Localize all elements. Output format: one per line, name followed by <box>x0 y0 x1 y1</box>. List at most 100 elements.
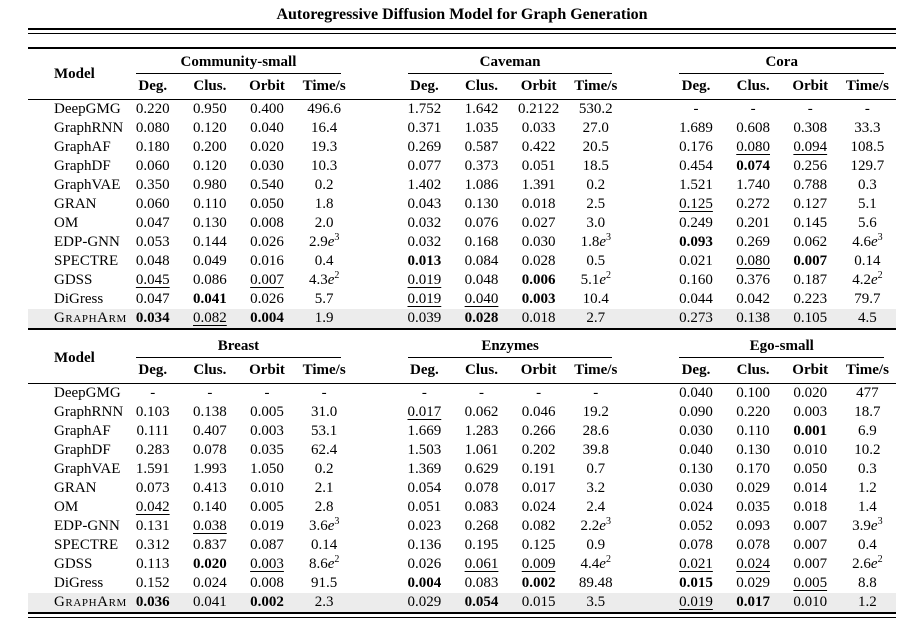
cell-value: - <box>693 101 699 117</box>
value-cell: 27.0 <box>567 119 624 138</box>
value-cell: 0.269 <box>396 138 453 157</box>
cell-value: 0.407 <box>193 423 227 439</box>
value-cell: 0.007 <box>238 271 295 290</box>
value-cell: 3.9e3 <box>839 517 896 536</box>
value-cell: 0.038 <box>181 517 238 536</box>
cell-value: 0.008 <box>250 575 284 591</box>
cell-value: 0.3 <box>858 177 877 193</box>
value-cell: 2.4 <box>567 498 624 517</box>
value-cell: 108.5 <box>839 138 896 157</box>
model-column-header: Model <box>28 48 125 100</box>
value-cell: - <box>782 100 839 120</box>
cell-value: 91.5 <box>311 575 338 591</box>
value-cell: 0.078 <box>453 479 510 498</box>
value-cell: 0.077 <box>396 157 453 176</box>
dataset-group-header: Cora <box>667 48 896 74</box>
value-cell: 6.9 <box>839 422 896 441</box>
cell-value: 0.350 <box>135 177 170 193</box>
value-cell: 0.013 <box>396 252 453 271</box>
cell-value: 0.021 <box>679 556 713 572</box>
value-cell: 0.048 <box>453 271 510 290</box>
value-cell: 0.086 <box>181 271 238 290</box>
value-cell: 496.6 <box>296 100 353 120</box>
spacer <box>353 119 396 138</box>
cell-value: 0.018 <box>521 196 556 212</box>
spacer <box>353 290 396 309</box>
value-cell: 0.078 <box>667 536 724 555</box>
value-cell: 1.642 <box>453 100 510 120</box>
cell-value: 0.014 <box>793 480 828 496</box>
cell-value: 0.093 <box>679 234 713 250</box>
cell-value: 0.087 <box>250 537 284 553</box>
value-cell: 0.017 <box>724 593 782 613</box>
value-cell: 3.2 <box>567 479 624 498</box>
cell-value: 27.0 <box>582 120 609 136</box>
value-cell: 1.061 <box>453 441 510 460</box>
cell-value: 0.130 <box>679 461 713 477</box>
value-cell: 0.005 <box>238 498 295 517</box>
value-cell: 0.033 <box>510 119 567 138</box>
value-cell: 1.9 <box>295 309 353 329</box>
model-name-cell: GraphVAE <box>54 461 121 477</box>
spacer <box>353 333 396 358</box>
cell-value: 0.015 <box>521 594 556 610</box>
table-row: GraphDF 0.060 0.120 0.030 10.3 0.077 0.373 0.05… <box>28 157 896 176</box>
column-header: Time/s <box>295 358 353 384</box>
column-header: Orbit <box>510 358 568 384</box>
value-cell: 0.050 <box>238 195 295 214</box>
value-cell: 62.4 <box>296 441 353 460</box>
cell-value: 0.019 <box>679 594 713 610</box>
cell-value: 4.3e2 <box>308 270 340 289</box>
cell-value: 0.005 <box>250 404 284 420</box>
cell-value: 0.083 <box>464 499 499 515</box>
cell-value: 0.080 <box>736 139 770 155</box>
cell-value: 0.013 <box>407 253 442 269</box>
cell-value: - <box>864 101 870 117</box>
cell-value: 0.027 <box>521 215 556 231</box>
cell-value: 0.030 <box>250 158 284 174</box>
dataset-group-header: Community-small <box>124 48 353 74</box>
cell-value: 2.6e2 <box>852 554 883 573</box>
spacer <box>624 536 667 555</box>
value-cell: 0.195 <box>453 536 510 555</box>
spacer <box>624 517 667 536</box>
value-cell: 530.2 <box>567 100 624 120</box>
spacer <box>352 358 396 384</box>
cell-value: 0.14 <box>854 253 881 269</box>
cell-value: 0.256 <box>793 158 828 174</box>
value-cell: 0.191 <box>510 460 567 479</box>
value-cell: 0.090 <box>667 403 724 422</box>
cell-value: 129.7 <box>850 158 885 174</box>
value-cell: 0.308 <box>782 119 839 138</box>
value-cell: 0.016 <box>238 252 295 271</box>
dataset-group-header: Breast <box>124 333 353 358</box>
spacer <box>353 517 396 536</box>
value-cell: 0.272 <box>725 195 782 214</box>
value-cell: 5.1e2 <box>567 271 624 290</box>
value-cell: 0.042 <box>725 290 782 309</box>
value-cell: 2.1 <box>296 479 353 498</box>
cell-value: 0.062 <box>793 234 828 250</box>
spacer <box>624 157 667 176</box>
value-cell: 0.035 <box>238 441 295 460</box>
bottom-rule <box>28 616 896 618</box>
value-cell: 0.004 <box>238 309 296 329</box>
value-cell: 0.007 <box>782 555 839 574</box>
value-cell: 0.3 <box>839 460 896 479</box>
value-cell: 0.110 <box>725 422 782 441</box>
table-row: OM 0.047 0.130 0.008 2.0 0.032 0.076 0.027 3.0 0.… <box>28 214 896 233</box>
value-cell: 10.3 <box>296 157 353 176</box>
value-cell: 1.4 <box>839 498 896 517</box>
value-cell: 19.3 <box>296 138 353 157</box>
cell-value: 0.110 <box>193 196 227 212</box>
cell-value: 0.110 <box>736 423 770 439</box>
spacer <box>353 195 396 214</box>
model-name-cell: GraphRNN <box>54 404 124 420</box>
value-cell: 0.001 <box>782 422 839 441</box>
paper-page: Autoregressive Diffusion Model for Graph… <box>28 0 896 618</box>
value-cell: 1.2 <box>839 479 896 498</box>
value-cell: 0.223 <box>782 290 839 309</box>
cell-value: 0.080 <box>135 120 170 136</box>
spacer <box>624 593 668 613</box>
value-cell: 0.131 <box>124 517 181 536</box>
